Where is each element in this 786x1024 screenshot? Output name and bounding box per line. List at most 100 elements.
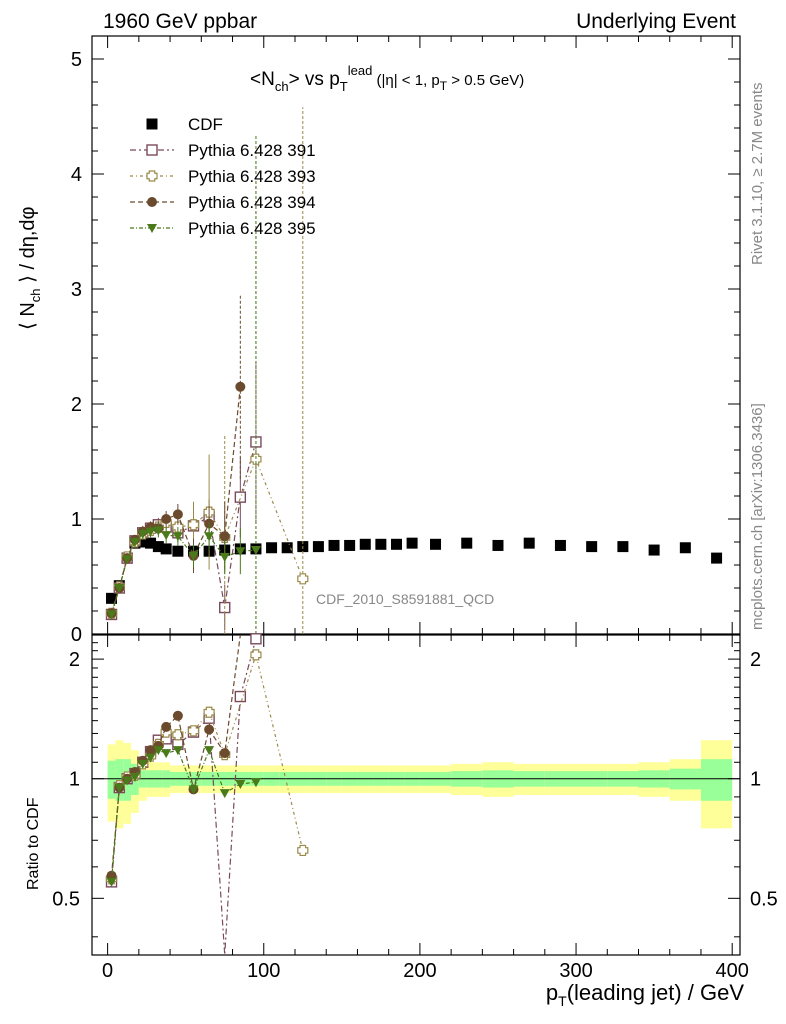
- main-point-cdf: [461, 537, 473, 549]
- ratio-point-pythia-6-428-395: [145, 753, 156, 763]
- ratio-ytick-label-right: 0.5: [750, 888, 778, 910]
- legend-marker-pythia-6-428-394: [147, 197, 157, 207]
- main-point-pythia-6-428-395: [137, 529, 148, 539]
- main-point-cdf: [344, 539, 356, 551]
- ratio-ytick-label: 0.5: [52, 888, 80, 910]
- main-point-cdf: [711, 552, 723, 564]
- main-point-cdf: [492, 539, 504, 551]
- main-point-pythia-6-428-394: [219, 531, 230, 542]
- main-ytick-label: 3: [71, 279, 82, 301]
- main-point-cdf: [160, 543, 172, 555]
- x-tick-label: 400: [716, 960, 749, 982]
- main-ytick-label: 0: [71, 624, 82, 646]
- main-point-pythia-6-428-395: [161, 531, 172, 541]
- legend-label-pythia-6-428-395: Pythia 6.428 395: [188, 219, 316, 238]
- main-point-pythia-6-428-395: [235, 547, 246, 557]
- main-point-cdf: [586, 541, 598, 553]
- ratio-band-green: [700, 759, 733, 801]
- ratio-point-pythia-6-428-395: [122, 776, 133, 786]
- ratio-ytick-label: 1: [69, 769, 80, 791]
- x-tick-label: 100: [247, 960, 280, 982]
- legend: CDF Pythia 6.428 391 Pythia 6.428 393 Pythi…: [130, 115, 316, 238]
- rivet-label: Rivet 3.1.10, ≥ 2.7M events: [749, 83, 766, 266]
- main-point-pythia-6-428-395: [145, 527, 156, 537]
- main-point-cdf: [152, 541, 164, 553]
- x-tick-label: 200: [403, 960, 436, 982]
- main-point-cdf: [281, 542, 293, 554]
- y-axis-label: ⟨ Nch ⟩ / dη,dφ: [17, 206, 43, 330]
- main-point-cdf: [375, 538, 387, 550]
- main-point-pythia-6-428-395: [122, 555, 133, 565]
- ratio-series-layer: [105, 633, 309, 956]
- main-point-cdf: [430, 538, 442, 550]
- ratio-point-pythia-6-428-393: [187, 725, 200, 737]
- main-ytick-label: 5: [71, 49, 82, 71]
- legend-marker-pythia-6-428-395: [147, 224, 157, 233]
- legend-label-pythia-6-428-391: Pythia 6.428 391: [188, 141, 316, 160]
- ratio-point-pythia-6-428-395: [219, 789, 230, 799]
- main-ytick-label: 2: [71, 394, 82, 416]
- main-point-pythia-6-428-394: [161, 514, 172, 524]
- main-point-cdf: [523, 537, 535, 549]
- main-point-cdf: [359, 538, 371, 550]
- main-point-pythia-6-428-395: [219, 552, 230, 562]
- main-point-pythia-6-428-395: [204, 532, 215, 542]
- legend-marker-pythia-6-428-391: [146, 144, 158, 156]
- main-point-pythia-6-428-393: [297, 573, 309, 585]
- ratio-band-green: [115, 759, 124, 801]
- ratio-point-pythia-6-428-395: [114, 783, 125, 793]
- ratio-point-pythia-6-428-391: [234, 690, 247, 703]
- main-point-cdf: [554, 539, 566, 551]
- ratio-point-pythia-6-428-395: [188, 785, 199, 795]
- main-point-cdf: [390, 538, 402, 550]
- axes-layer: 0 1 2 3 4 5 0 100 200 300 400 0.5 0.5 1 1 2 2: [52, 36, 778, 982]
- main-point-cdf: [648, 544, 660, 556]
- main-ytick-label: 4: [71, 164, 82, 186]
- legend-label-pythia-6-428-393: Pythia 6.428 393: [188, 167, 316, 186]
- analysis-watermark: CDF_2010_S8591881_QCD: [316, 591, 494, 607]
- header-left: 1960 GeV ppbar: [103, 10, 257, 33]
- main-point-pythia-6-428-395: [106, 610, 117, 620]
- main-ytick-label: 1: [71, 509, 82, 531]
- ratio-point-pythia-6-428-395: [235, 779, 246, 789]
- main-point-cdf: [406, 537, 418, 549]
- main-point-cdf: [617, 541, 629, 553]
- main-point-cdf: [106, 592, 118, 604]
- ratio-ytick-label-right: 1: [750, 769, 761, 791]
- ratio-point-pythia-6-428-395: [172, 746, 183, 756]
- ratio-ytick-label-right: 2: [750, 649, 761, 671]
- main-series-layer: [105, 107, 723, 634]
- ratio-point-pythia-6-428-393: [250, 649, 262, 661]
- ratio-point-pythia-6-428-391: [250, 633, 262, 645]
- main-point-pythia-6-428-395: [250, 546, 261, 556]
- ratio-point-pythia-6-428-394: [161, 721, 172, 732]
- main-point-pythia-6-428-391: [234, 491, 247, 503]
- main-point-cdf: [266, 542, 278, 554]
- main-point-pythia-6-428-394: [172, 509, 183, 520]
- legend-label-cdf: CDF: [188, 115, 223, 134]
- ratio-point-pythia-6-428-395: [161, 749, 172, 759]
- main-point-cdf: [328, 539, 340, 551]
- ratio-line-pythia-6-428-395: [110, 748, 257, 882]
- legend-marker-pythia-6-428-393: [146, 170, 158, 182]
- x-tick-label: 300: [559, 960, 592, 982]
- ratio-ytick-label: 2: [69, 649, 80, 671]
- ratio-point-pythia-6-428-395: [153, 746, 164, 756]
- main-point-cdf: [172, 545, 184, 557]
- ratio-point-pythia-6-428-394: [204, 724, 215, 735]
- ratio-point-pythia-6-428-394: [219, 748, 230, 759]
- ratio-point-pythia-6-428-394: [145, 745, 156, 756]
- header-right: Underlying Event: [576, 10, 736, 33]
- main-point-pythia-6-428-393: [187, 519, 200, 531]
- ratio-point-pythia-6-428-394: [172, 710, 183, 721]
- main-point-cdf: [145, 537, 157, 549]
- main-point-pythia-6-428-395: [172, 532, 183, 542]
- main-point-cdf: [137, 536, 149, 548]
- mcplots-label: mcplots.cern.ch [arXiv:1306.3436]: [749, 403, 766, 630]
- main-point-pythia-6-428-395: [153, 526, 164, 536]
- legend-marker-cdf: [146, 118, 158, 130]
- chart-title: <Nch> vs pTlead (|η| < 1, pT > 0.5 GeV): [250, 63, 524, 94]
- main-point-pythia-6-428-395: [188, 551, 199, 561]
- main-line-pythia-6-428-391: [110, 441, 257, 615]
